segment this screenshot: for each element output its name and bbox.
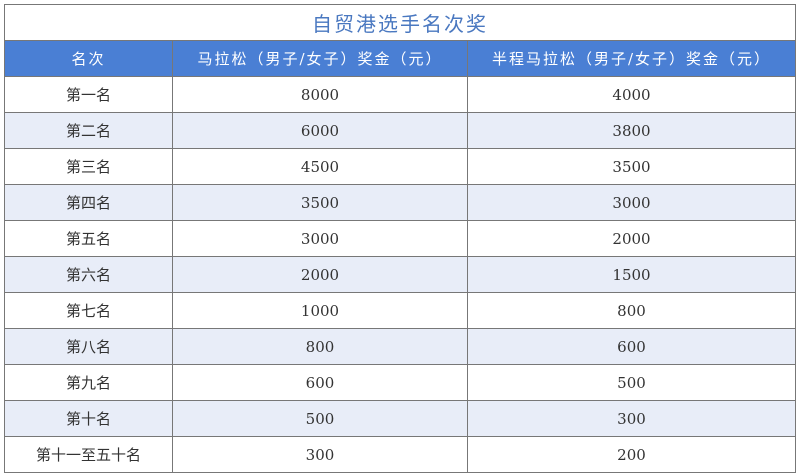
table-title: 自贸港选手名次奖 <box>4 4 796 41</box>
half-marathon-prize-cell: 3000 <box>467 184 796 221</box>
table-row: 第八名 800 600 <box>4 328 796 365</box>
header-marathon-prize: 马拉松（男子/女子）奖金（元） <box>172 40 468 77</box>
half-marathon-prize-cell: 200 <box>467 436 796 473</box>
marathon-prize-cell: 1000 <box>172 292 468 329</box>
marathon-prize-cell: 8000 <box>172 76 468 113</box>
table-row: 第五名 3000 2000 <box>4 220 796 257</box>
rank-cell: 第二名 <box>4 112 173 149</box>
rank-cell: 第六名 <box>4 256 173 293</box>
marathon-prize-cell: 2000 <box>172 256 468 293</box>
marathon-prize-cell: 3000 <box>172 220 468 257</box>
table-row: 第三名 4500 3500 <box>4 148 796 185</box>
rank-cell: 第九名 <box>4 364 173 401</box>
table-row: 第九名 600 500 <box>4 364 796 401</box>
rank-cell: 第三名 <box>4 148 173 185</box>
half-marathon-prize-cell: 800 <box>467 292 796 329</box>
rank-cell: 第五名 <box>4 220 173 257</box>
marathon-prize-cell: 600 <box>172 364 468 401</box>
rank-cell: 第十一至五十名 <box>4 436 173 473</box>
half-marathon-prize-cell: 1500 <box>467 256 796 293</box>
rank-cell: 第四名 <box>4 184 173 221</box>
half-marathon-prize-cell: 3500 <box>467 148 796 185</box>
half-marathon-prize-cell: 600 <box>467 328 796 365</box>
rank-cell: 第八名 <box>4 328 173 365</box>
table-row: 第一名 8000 4000 <box>4 76 796 113</box>
table-row: 第六名 2000 1500 <box>4 256 796 293</box>
rank-cell: 第十名 <box>4 400 173 437</box>
half-marathon-prize-cell: 300 <box>467 400 796 437</box>
marathon-prize-cell: 6000 <box>172 112 468 149</box>
table-row: 第二名 6000 3800 <box>4 112 796 149</box>
half-marathon-prize-cell: 500 <box>467 364 796 401</box>
table-row: 第四名 3500 3000 <box>4 184 796 221</box>
marathon-prize-cell: 300 <box>172 436 468 473</box>
header-half-marathon-prize: 半程马拉松（男子/女子）奖金（元） <box>467 40 796 77</box>
marathon-prize-cell: 4500 <box>172 148 468 185</box>
half-marathon-prize-cell: 3800 <box>467 112 796 149</box>
header-rank: 名次 <box>4 40 173 77</box>
marathon-prize-cell: 3500 <box>172 184 468 221</box>
table-row: 第十一至五十名 300 200 <box>4 436 796 473</box>
half-marathon-prize-cell: 2000 <box>467 220 796 257</box>
prize-table: 自贸港选手名次奖 名次 马拉松（男子/女子）奖金（元） 半程马拉松（男子/女子）… <box>4 4 796 473</box>
half-marathon-prize-cell: 4000 <box>467 76 796 113</box>
rank-cell: 第七名 <box>4 292 173 329</box>
table-row: 第七名 1000 800 <box>4 292 796 329</box>
rank-cell: 第一名 <box>4 76 173 113</box>
marathon-prize-cell: 500 <box>172 400 468 437</box>
table-row: 第十名 500 300 <box>4 400 796 437</box>
marathon-prize-cell: 800 <box>172 328 468 365</box>
